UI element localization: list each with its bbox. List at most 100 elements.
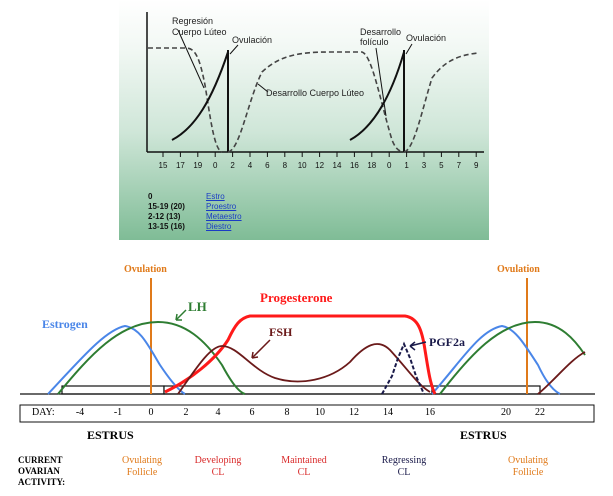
activity-line-1: Maintained: [281, 455, 327, 466]
top-tick-label: 16: [350, 161, 359, 170]
activity-line-2: CL: [297, 467, 311, 478]
legend-row: 2-12 (13) Metaestro: [148, 206, 242, 224]
top-tick-label: 0: [387, 161, 392, 170]
baseline-box-middle: [163, 385, 433, 395]
ovulacion2-arrow: [405, 43, 413, 55]
legend-code: 13-15 (16): [148, 222, 185, 231]
day-tick-label: 6: [249, 407, 255, 418]
day-tick-label: -1: [113, 407, 123, 418]
day-tick-label: 8: [284, 407, 290, 418]
fsh-label: FSH: [269, 325, 293, 339]
legend-row: 0 Estro: [148, 186, 225, 204]
estrogen-curve-1: [47, 324, 186, 395]
top-tick-label: 12: [315, 161, 324, 170]
regresion-label: Regresión Cuerpo Lúteo: [172, 16, 227, 37]
day-tick-label: 20: [501, 407, 511, 418]
day-tick-label: 14: [383, 407, 393, 418]
legend-code: 15-19 (20): [148, 202, 185, 211]
ovulacion-label-2: Ovulación: [406, 33, 447, 43]
top-tick-label: 9: [474, 161, 479, 170]
estrus-label-left: ESTRUS: [87, 428, 134, 442]
lh-curve-1: [57, 320, 246, 395]
activity-item: Ovulating Follicle: [110, 455, 174, 479]
day-tick-label: 2: [183, 407, 189, 418]
regresion-arrow: [177, 29, 205, 89]
top-tick-label: 4: [248, 161, 253, 170]
activity-item: Developing CL: [186, 455, 250, 479]
day-tick-label: 16: [425, 407, 435, 418]
lh-label: LH: [188, 299, 207, 314]
estrogen-label: Estrogen: [42, 317, 88, 331]
legend-code: 0: [148, 192, 153, 201]
ovulacion1-arrow: [229, 44, 239, 55]
follicle-curve-2: [349, 51, 405, 141]
pgf2a-label: PGF2a: [429, 335, 465, 349]
top-tick-label: 7: [457, 161, 462, 170]
activity-line-1: Ovulating: [122, 455, 162, 466]
top-tick-label: 17: [176, 161, 185, 170]
current-label-line-2: OVARIAN: [18, 466, 60, 476]
activity-line-1: Ovulating: [508, 455, 548, 466]
progesterone-curve: [164, 314, 437, 395]
desarrollo-cl-label: Desarrollo Cuerpo Lúteo: [266, 88, 365, 98]
activity-line-2: Follicle: [126, 467, 158, 478]
estrogen-curve-2: [431, 324, 561, 395]
top-tick-label: 8: [283, 161, 288, 170]
top-tick-label: 19: [193, 161, 202, 170]
baseline-box-right: [431, 385, 541, 395]
desarrollo-cl-arrow: [257, 83, 269, 93]
progesterone-label: Progesterone: [260, 290, 333, 305]
top-tick-label: 2: [230, 161, 235, 170]
day-tick-label: 12: [349, 407, 359, 418]
pgf2a-curve: [381, 341, 425, 395]
activity-line-1: Developing: [194, 455, 242, 466]
fsh-curve: [177, 343, 431, 395]
legend-row: 13-15 (16) Diestro: [148, 216, 231, 234]
legend-link[interactable]: Diestro: [206, 222, 232, 231]
current-label-line-1: CURRENT: [18, 455, 63, 465]
follicle-curve-1: [171, 51, 229, 141]
activity-item: Ovulating Follicle: [496, 455, 560, 479]
pgf2a-arrow: [409, 341, 427, 351]
top-tick-label: 10: [298, 161, 307, 170]
ovulacion-label-1: Ovulación: [232, 35, 273, 45]
top-tick-label: 5: [439, 161, 444, 170]
day-tick-label: 0: [148, 407, 154, 418]
desarrollo-fol-arrow: [375, 47, 387, 117]
top-tick-label: 15: [159, 161, 168, 170]
top-tick-label: 3: [422, 161, 427, 170]
lh-arrow: [175, 309, 187, 321]
top-x-ticks: 15 17 19 0 2 4 6 8 10 12 14 16 18 0 1 3 5 7 9: [159, 152, 479, 170]
ovulation-label-left: Ovulation: [124, 264, 167, 275]
day-tick-label: 22: [535, 407, 545, 418]
activity-item: Regressing CL: [372, 455, 436, 479]
current-ovarian-activity-label: CURRENT OVARIAN ACTIVITY:: [18, 455, 65, 488]
top-tick-label: 1: [404, 161, 409, 170]
desarrollo-fol-label: Desarrollo folículo: [360, 27, 402, 47]
day-tick-label: -4: [75, 407, 85, 418]
activity-item: Maintained CL: [272, 455, 336, 479]
legend-link[interactable]: Estro: [206, 192, 225, 201]
day-tick-label: 10: [315, 407, 325, 418]
current-label-line-3: ACTIVITY:: [18, 477, 66, 487]
ovulation-label-right: Ovulation: [497, 264, 540, 275]
legend-link[interactable]: Proestro: [206, 202, 237, 211]
baseline-box-left: [61, 385, 165, 395]
top-tick-label: 6: [265, 161, 270, 170]
cl-development-curve-2: [403, 52, 479, 153]
activity-line-1: Regressing: [381, 455, 427, 466]
legend-row: 15-19 (20) Proestro: [148, 196, 236, 214]
day-axis-box: [19, 404, 595, 423]
legend-link[interactable]: Metaestro: [206, 212, 242, 221]
activity-line-2: Follicle: [512, 467, 544, 478]
lh-curve-2: [439, 320, 586, 395]
cl-development-curve: [227, 51, 406, 153]
legend-code: 2-12 (13): [148, 212, 181, 221]
estrus-label-right: ESTRUS: [460, 428, 507, 442]
top-tick-label: 0: [213, 161, 218, 170]
day-axis-label: DAY:: [32, 407, 55, 418]
activity-line-2: CL: [397, 467, 411, 478]
top-tick-label: 14: [333, 161, 342, 170]
activity-line-2: CL: [211, 467, 225, 478]
